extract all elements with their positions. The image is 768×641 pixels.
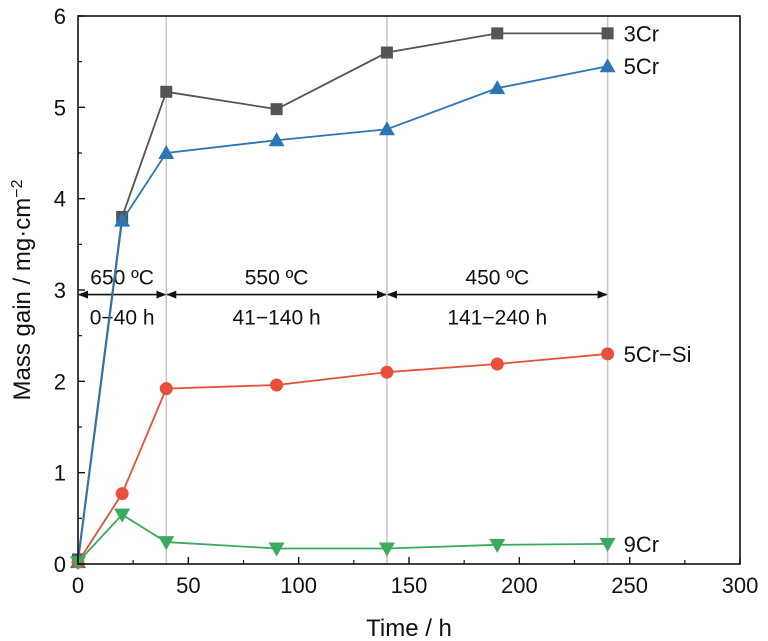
point-3cr-140h <box>380 46 393 59</box>
x-tick-label-300: 300 <box>722 573 759 598</box>
point-5cr-si-190h <box>490 357 504 371</box>
point-3cr-190h <box>491 27 504 40</box>
point-5cr-90h <box>268 132 285 147</box>
y-axis-title: Mass gain / mg·cm−2 <box>9 179 36 400</box>
point-5cr-40h <box>158 145 175 159</box>
plot-frame <box>77 15 741 565</box>
series-line-9cr <box>77 513 608 563</box>
series-line-3cr <box>77 32 608 560</box>
vertical-reference-lines <box>165 16 609 564</box>
y-axis-title-main: Mass gain / mg·cm <box>9 198 36 401</box>
x-axis-title: Time / h <box>366 615 452 641</box>
x-tick-label-50: 50 <box>176 573 200 598</box>
series-label-9cr: 9Cr <box>624 532 659 557</box>
point-5cr-si-40h <box>159 382 173 396</box>
point-9cr-20h <box>114 508 131 523</box>
stage-550-temp-label: 550 ºC <box>245 267 309 290</box>
point-5cr-140h <box>378 121 395 136</box>
series-label-5cr: 5Cr <box>624 54 659 79</box>
y-tick-label-1: 1 <box>54 461 66 486</box>
data-series <box>70 27 616 571</box>
series-label-5cr-si: 5Cr−Si <box>624 342 692 367</box>
x-tick-label-100: 100 <box>280 573 317 598</box>
y-tick-label-2: 2 <box>54 369 66 394</box>
point-3cr-240h <box>601 27 614 40</box>
stage-650-range-label: 0−40 h <box>90 307 155 330</box>
point-9cr-40h <box>158 536 175 551</box>
stage-550-range-label: 41−140 h <box>233 307 321 330</box>
point-5cr-190h <box>489 80 506 95</box>
point-9cr-190h <box>489 538 506 553</box>
point-9cr-140h <box>378 542 395 557</box>
point-3cr-90h <box>270 103 283 116</box>
series-line-5cr-si <box>77 353 608 563</box>
y-tick-label-5: 5 <box>54 95 66 120</box>
point-9cr-240h <box>599 537 616 552</box>
stage-annotations: 650 ºC 0−40 h 550 ºC 41−140 h 450 ºC 141… <box>78 267 608 330</box>
x-tick-label-250: 250 <box>611 573 648 598</box>
x-tick-label-200: 200 <box>501 573 538 598</box>
series-labels: 3Cr 5Cr 5Cr−Si 9Cr <box>624 21 692 557</box>
y-axis-title-exponent: −2 <box>9 179 26 197</box>
point-9cr-90h <box>268 542 285 557</box>
stage-450-range-label: 141−240 h <box>447 307 547 330</box>
stage-650-temp-label: 650 ºC <box>90 267 154 290</box>
y-tick-label-0: 0 <box>54 552 66 577</box>
point-3cr-40h <box>160 85 173 98</box>
point-5cr-240h <box>599 58 616 73</box>
x-tick-label-0: 0 <box>72 573 84 598</box>
axes: 0 50 100 150 200 250 300 0 1 2 3 4 5 6 <box>54 4 759 598</box>
point-5cr-si-240h <box>601 347 615 361</box>
stage-450-temp-label: 450 ºC <box>465 267 529 290</box>
point-5cr-si-20h <box>115 487 129 501</box>
y-tick-label-3: 3 <box>54 278 66 303</box>
point-5cr-20h <box>114 212 131 227</box>
x-tick-label-150: 150 <box>391 573 428 598</box>
y-tick-label-4: 4 <box>54 187 66 212</box>
series-label-3cr: 3Cr <box>624 21 659 46</box>
point-5cr-si-140h <box>380 365 394 379</box>
y-tick-label-6: 6 <box>54 4 66 29</box>
point-5cr-si-90h <box>270 378 284 392</box>
